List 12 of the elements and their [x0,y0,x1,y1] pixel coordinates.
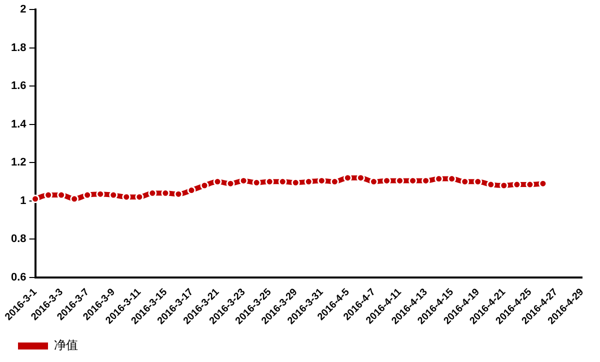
point [187,186,196,195]
point [200,181,209,190]
legend-label: 净值 [54,338,78,352]
y-tick-label: 1.6 [10,80,26,92]
y-tick-label: 1.2 [10,156,26,169]
y-tick-label: 0.6 [10,271,26,284]
point [31,194,40,204]
y-tick-label: 1.4 [10,118,28,130]
y-tick-label: 1.8 [10,42,26,54]
y-tick-label: 1 [20,194,26,207]
y-tick-label: 0.8 [10,233,26,246]
y-tick-label: 2 [20,4,26,16]
